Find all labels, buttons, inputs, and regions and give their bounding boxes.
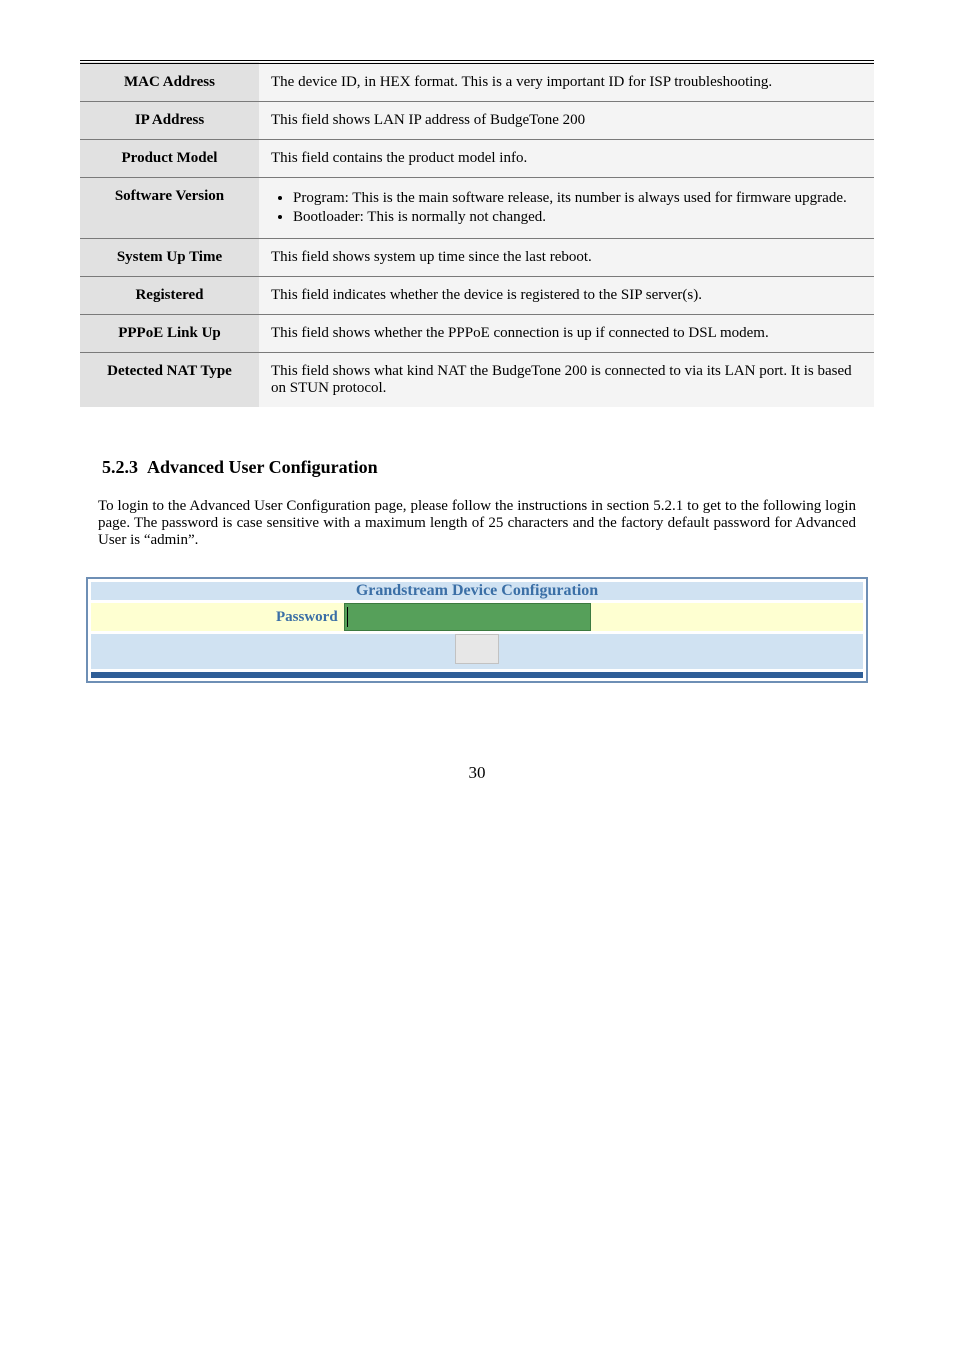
spec-desc-software-version: Program: This is the main software relea… <box>259 178 874 239</box>
password-input[interactable] <box>344 603 591 631</box>
spec-desc-ip: This field shows LAN IP address of Budge… <box>259 102 874 140</box>
spec-label-mac: MAC Address <box>80 62 259 102</box>
config-box: Grandstream Device Configuration Passwor… <box>86 577 868 683</box>
section-title: Advanced User Configuration <box>147 457 378 477</box>
spec-desc-pppoe: This field shows whether the PPPoE conne… <box>259 315 874 353</box>
spec-label-pppoe: PPPoE Link Up <box>80 315 259 353</box>
spec-desc-mac: The device ID, in HEX format. This is a … <box>259 62 874 102</box>
config-footer-bar <box>91 672 863 678</box>
section-heading: 5.2.3 Advanced User Configuration <box>102 457 874 478</box>
spec-label-system-uptime: System Up Time <box>80 239 259 277</box>
spec-label-ip: IP Address <box>80 102 259 140</box>
spec-desc-nat-type: This field shows what kind NAT the Budge… <box>259 353 874 408</box>
spec-desc-system-uptime: This field shows system up time since th… <box>259 239 874 277</box>
page-number: 30 <box>80 763 874 783</box>
spec-label-registered: Registered <box>80 277 259 315</box>
bullet-bootloader: Bootloader: This is normally not changed… <box>293 209 862 226</box>
body-paragraph: To login to the Advanced User Configurat… <box>98 498 856 549</box>
password-label: Password <box>276 609 338 626</box>
bullet-program: Program: This is the main software relea… <box>293 190 862 207</box>
spec-desc-product-model: This field contains the product model in… <box>259 140 874 178</box>
spec-desc-registered: This field indicates whether the device … <box>259 277 874 315</box>
config-password-row: Password <box>91 603 863 631</box>
section-number: 5.2.3 <box>102 457 138 477</box>
spec-label-nat-type: Detected NAT Type <box>80 353 259 408</box>
spec-label-software-version: Software Version <box>80 178 259 239</box>
login-button[interactable] <box>455 634 499 664</box>
config-button-row <box>91 634 863 669</box>
spec-table: MAC Address The device ID, in HEX format… <box>80 60 874 407</box>
config-header: Grandstream Device Configuration <box>91 582 863 600</box>
spec-label-product-model: Product Model <box>80 140 259 178</box>
text-cursor <box>347 607 348 627</box>
